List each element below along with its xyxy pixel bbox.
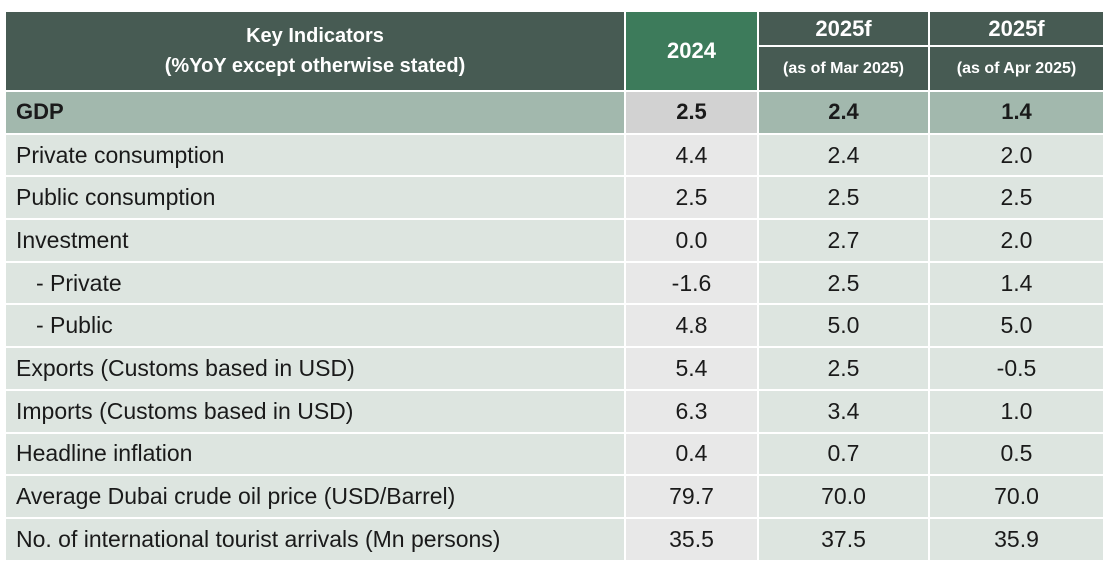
value-2025f-apr: 2.5 <box>928 175 1105 221</box>
value-2025f-apr: 0.5 <box>928 431 1105 477</box>
value-2025f-mar: 2.5 <box>757 260 930 306</box>
indicator-header-title: Key Indicators <box>246 25 384 47</box>
row-label: Headline inflation <box>4 431 626 477</box>
value-2025f-apr: 2.0 <box>928 132 1105 178</box>
value-2024: -1.6 <box>624 260 759 306</box>
value-2025f-apr: 1.4 <box>928 260 1105 306</box>
value-2025f-apr: 1.4 <box>928 90 1105 135</box>
table-row: Public consumption 2.5 2.5 2.5 <box>4 175 1105 221</box>
indicator-column-header: Key Indicators (%YoY except otherwise st… <box>4 10 626 92</box>
row-label: Imports (Customs based in USD) <box>4 388 626 434</box>
value-2024: 4.8 <box>624 303 759 349</box>
row-label: Public consumption <box>4 175 626 221</box>
key-indicators-table-container: Key Indicators (%YoY except otherwise st… <box>4 10 1105 562</box>
value-2024: 79.7 <box>624 474 759 519</box>
col-header-apr-year: 2025f <box>928 10 1105 47</box>
value-2025f-mar: 3.4 <box>757 388 930 434</box>
row-label: Exports (Customs based in USD) <box>4 346 626 391</box>
value-2025f-mar: 2.4 <box>757 132 930 178</box>
value-2025f-mar: 2.4 <box>757 90 930 135</box>
indicator-header-subtitle: (%YoY except otherwise stated) <box>164 55 466 77</box>
value-2024: 6.3 <box>624 388 759 434</box>
value-2025f-mar: 37.5 <box>757 516 930 562</box>
value-2024: 2.5 <box>624 90 759 135</box>
row-label: - Private <box>4 260 626 306</box>
value-2025f-mar: 2.5 <box>757 175 930 221</box>
value-2024: 4.4 <box>624 132 759 178</box>
table-row-gdp: GDP 2.5 2.4 1.4 <box>4 90 1105 135</box>
value-2024: 5.4 <box>624 346 759 391</box>
row-label: Private consumption <box>4 132 626 178</box>
table-row: Exports (Customs based in USD) 5.4 2.5 -… <box>4 346 1105 391</box>
value-2025f-apr: 35.9 <box>928 516 1105 562</box>
row-label: Average Dubai crude oil price (USD/Barre… <box>4 474 626 519</box>
table-row: - Public 4.8 5.0 5.0 <box>4 303 1105 349</box>
value-2025f-mar: 0.7 <box>757 431 930 477</box>
header-row-sub: (as of Mar 2025) (as of Apr 2025) <box>5 45 1105 92</box>
row-label: Investment <box>4 218 626 263</box>
col-header-apr-subtitle: (as of Apr 2025) <box>928 45 1105 92</box>
value-2025f-mar: 5.0 <box>757 303 930 349</box>
value-2025f-apr: -0.5 <box>928 346 1105 391</box>
value-2024: 2.5 <box>624 175 759 221</box>
value-2025f-mar: 70.0 <box>757 474 930 519</box>
table-row: Private consumption 4.4 2.4 2.0 <box>4 132 1105 178</box>
row-label: - Public <box>4 303 626 349</box>
table-row: Average Dubai crude oil price (USD/Barre… <box>4 474 1105 519</box>
table-row: Investment 0.0 2.7 2.0 <box>4 218 1105 263</box>
col-header-2024: 2024 <box>624 10 759 92</box>
table-row: Headline inflation 0.4 0.7 0.5 <box>4 431 1105 477</box>
row-label: No. of international tourist arrivals (M… <box>4 516 626 562</box>
key-indicators-table: Key Indicators (%YoY except otherwise st… <box>4 10 1105 562</box>
value-2025f-mar: 2.7 <box>757 218 930 263</box>
col-header-mar-subtitle: (as of Mar 2025) <box>757 45 930 92</box>
value-2024: 0.0 <box>624 218 759 263</box>
value-2025f-apr: 5.0 <box>928 303 1105 349</box>
value-2025f-apr: 2.0 <box>928 218 1105 263</box>
row-label: GDP <box>4 90 626 135</box>
value-2024: 35.5 <box>624 516 759 562</box>
col-header-mar-year: 2025f <box>757 10 930 47</box>
table-row: No. of international tourist arrivals (M… <box>4 516 1105 562</box>
header-row-top: Key Indicators (%YoY except otherwise st… <box>4 10 1105 92</box>
value-2025f-apr: 1.0 <box>928 388 1105 434</box>
value-2025f-apr: 70.0 <box>928 474 1105 519</box>
table-row: - Private -1.6 2.5 1.4 <box>4 260 1105 306</box>
table-row: Imports (Customs based in USD) 6.3 3.4 1… <box>4 388 1105 434</box>
value-2024: 0.4 <box>624 431 759 477</box>
value-2025f-mar: 2.5 <box>757 346 930 391</box>
